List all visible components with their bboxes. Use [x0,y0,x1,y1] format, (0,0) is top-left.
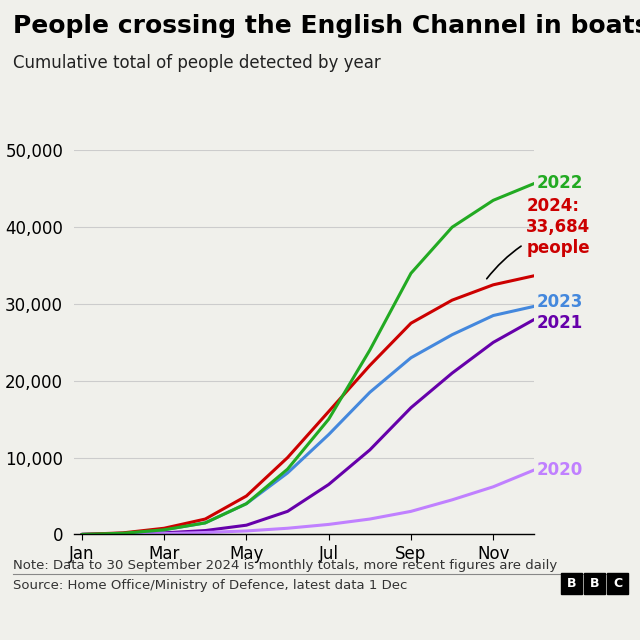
Text: B: B [567,577,576,590]
Text: 2020: 2020 [536,461,582,479]
Text: Cumulative total of people detected by year: Cumulative total of people detected by y… [13,54,381,72]
Text: 2024:
33,684
people: 2024: 33,684 people [486,197,591,279]
Text: Note: Data to 30 September 2024 is monthly totals, more recent figures are daily: Note: Data to 30 September 2024 is month… [13,559,557,572]
Text: 2022: 2022 [536,175,583,193]
Text: B: B [590,577,599,590]
Text: People crossing the English Channel in boats: People crossing the English Channel in b… [13,14,640,38]
Text: 2021: 2021 [536,314,582,332]
Text: Source: Home Office/Ministry of Defence, latest data 1 Dec: Source: Home Office/Ministry of Defence,… [13,579,407,592]
Text: 2023: 2023 [536,294,583,312]
Text: C: C [613,577,622,590]
